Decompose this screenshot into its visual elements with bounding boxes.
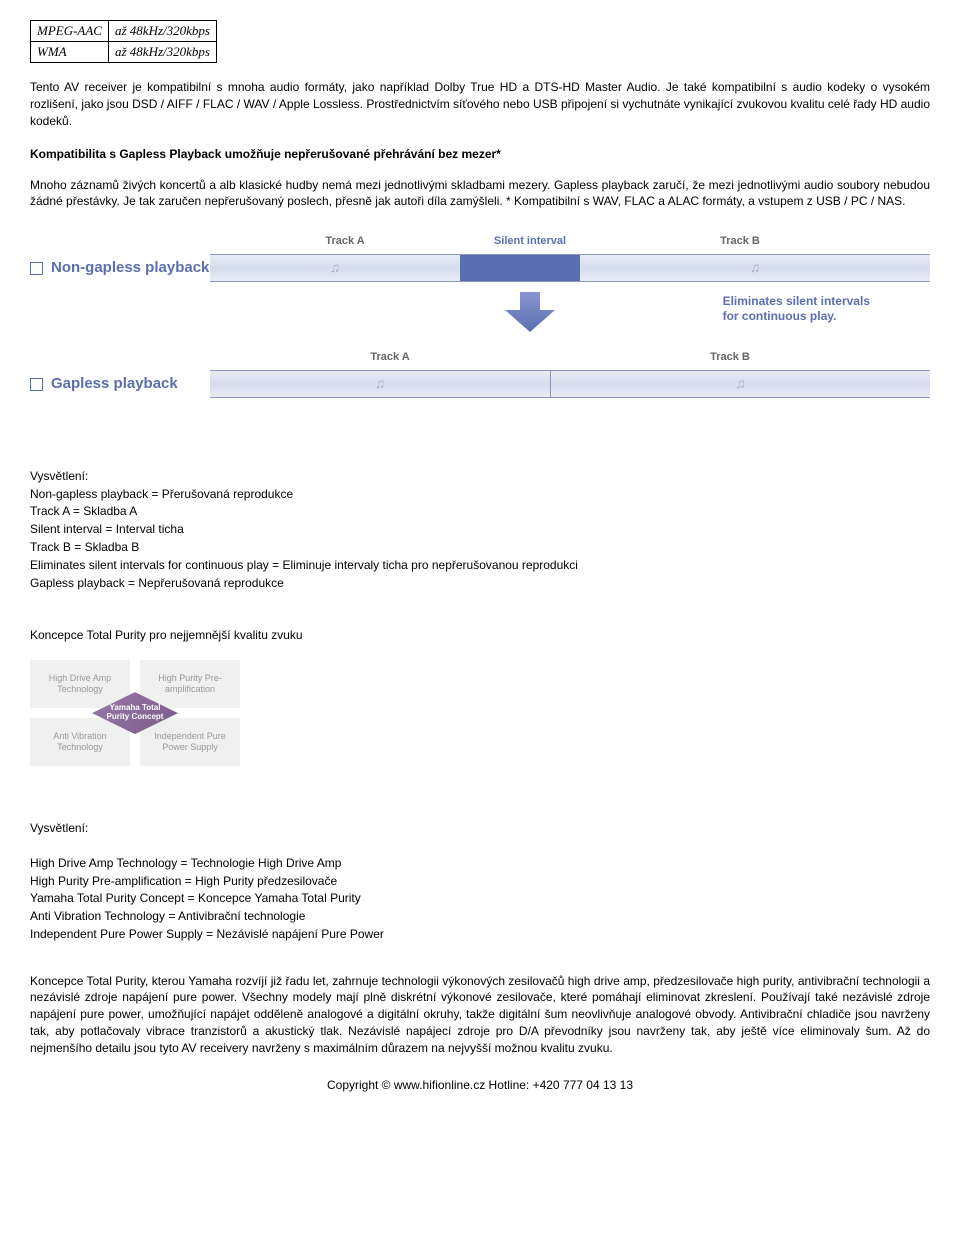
explain-line: Silent interval = Interval ticha bbox=[30, 521, 930, 538]
track-b-segment-2 bbox=[551, 370, 930, 398]
non-gapless-row: Non-gapless playback bbox=[30, 254, 930, 282]
explain-line: Yamaha Total Purity Concept = Koncepce Y… bbox=[30, 890, 930, 907]
explain-line: Eliminates silent intervals for continuo… bbox=[30, 557, 930, 574]
silent-segment bbox=[460, 254, 580, 282]
gapless-row: Gapless playback bbox=[30, 370, 930, 398]
note-icon bbox=[750, 258, 761, 278]
explain-line: Anti Vibration Technology = Antivibrační… bbox=[30, 908, 930, 925]
explain-title: Vysvětlení: bbox=[30, 468, 930, 485]
format-table: MPEG-AAC až 48kHz/320kbps WMA až 48kHz/3… bbox=[30, 20, 217, 63]
note-icon bbox=[735, 374, 746, 394]
paragraph-gapless: Mnoho záznamů živých koncertů a alb klas… bbox=[30, 177, 930, 211]
purity-quad-br: Independent Pure Power Supply bbox=[140, 718, 240, 766]
gapless-text: Gapless playback bbox=[51, 375, 178, 392]
heading-gapless: Kompatibilita s Gapless Playback umožňuj… bbox=[30, 146, 930, 163]
table-row: MPEG-AAC až 48kHz/320kbps bbox=[31, 21, 217, 42]
explain-line: Gapless playback = Nepřerušovaná reprodu… bbox=[30, 575, 930, 592]
purity-quad-tr: High Purity Pre-amplification bbox=[140, 660, 240, 708]
label-silent-interval: Silent interval bbox=[470, 234, 590, 249]
track-b-segment bbox=[580, 254, 930, 282]
eliminate-line2: for continuous play. bbox=[723, 309, 837, 323]
eliminate-text: Eliminates silent intervals for continuo… bbox=[723, 294, 870, 325]
section-title-purity: Koncepce Total Purity pro nejjemnější kv… bbox=[30, 627, 930, 644]
gapless-label: Gapless playback bbox=[30, 373, 210, 394]
checkbox-icon bbox=[30, 262, 43, 275]
explain-line: Track A = Skladba A bbox=[30, 503, 930, 520]
purity-quad-tl: High Drive Amp Technology bbox=[30, 660, 130, 708]
non-gapless-label: Non-gapless playback bbox=[30, 257, 210, 278]
purity-quad-bl: Anti Vibration Technology bbox=[30, 718, 130, 766]
explain-line: High Drive Amp Technology = Technologie … bbox=[30, 855, 930, 872]
format-cell: až 48kHz/320kbps bbox=[108, 21, 216, 42]
arrow-down-icon bbox=[495, 290, 565, 334]
gapless-diagram: Track A Silent interval Track B Non-gapl… bbox=[30, 234, 930, 398]
format-cell: WMA bbox=[31, 42, 109, 63]
explain-title: Vysvětlení: bbox=[30, 820, 930, 837]
diagram-bottom-labels: Track A Track B bbox=[220, 350, 930, 365]
track-a-segment bbox=[210, 254, 460, 282]
explanation-block-1: Vysvětlení: Non-gapless playback = Přeru… bbox=[30, 468, 930, 592]
format-cell: až 48kHz/320kbps bbox=[108, 42, 216, 63]
gapless-bar bbox=[210, 370, 930, 398]
label-track-b: Track B bbox=[590, 234, 890, 249]
footer-text: Copyright © www.hifionline.cz Hotline: +… bbox=[30, 1077, 930, 1094]
table-row: WMA až 48kHz/320kbps bbox=[31, 42, 217, 63]
note-icon bbox=[330, 258, 341, 278]
arrow-row: Eliminates silent intervals for continuo… bbox=[30, 290, 930, 339]
format-cell: MPEG-AAC bbox=[31, 21, 109, 42]
non-gapless-bar bbox=[210, 254, 930, 282]
explanation-block-2: Vysvětlení: High Drive Amp Technology = … bbox=[30, 820, 930, 943]
paragraph-purity: Koncepce Total Purity, kterou Yamaha roz… bbox=[30, 973, 930, 1057]
explain-line: High Purity Pre-amplification = High Pur… bbox=[30, 873, 930, 890]
explain-line: Non-gapless playback = Přerušovaná repro… bbox=[30, 486, 930, 503]
paragraph-intro: Tento AV receiver je kompatibilní s mnoh… bbox=[30, 79, 930, 129]
note-icon bbox=[375, 374, 386, 394]
eliminate-line1: Eliminates silent intervals bbox=[723, 294, 870, 308]
non-gapless-text: Non-gapless playback bbox=[51, 259, 209, 276]
label-track-b-2: Track B bbox=[560, 350, 900, 365]
explain-line: Independent Pure Power Supply = Nezávisl… bbox=[30, 926, 930, 943]
track-a-segment-2 bbox=[210, 370, 551, 398]
label-track-a-2: Track A bbox=[220, 350, 560, 365]
diagram-top-labels: Track A Silent interval Track B bbox=[220, 234, 930, 249]
label-track-a: Track A bbox=[220, 234, 470, 249]
purity-diagram: High Drive Amp Technology High Purity Pr… bbox=[30, 660, 260, 780]
checkbox-icon bbox=[30, 378, 43, 391]
explain-line: Track B = Skladba B bbox=[30, 539, 930, 556]
